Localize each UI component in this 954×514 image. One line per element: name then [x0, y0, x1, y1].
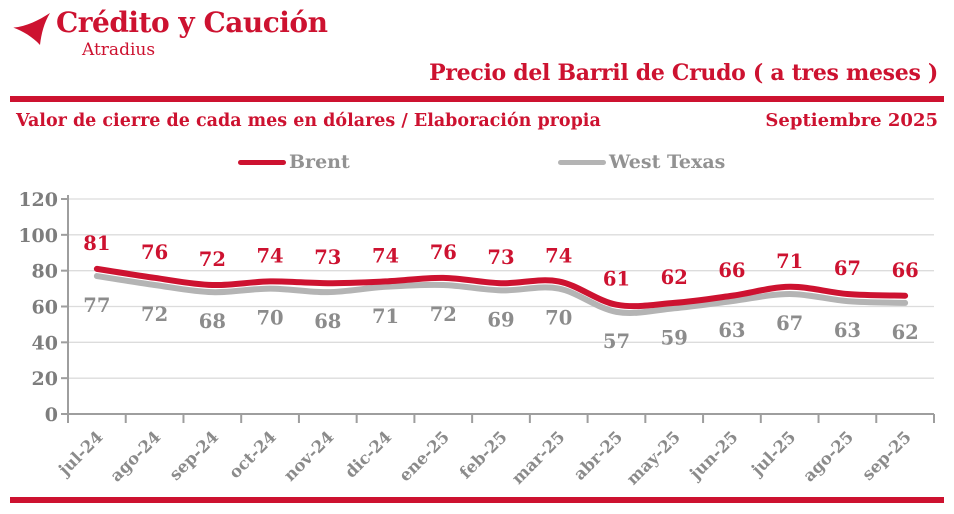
data-label-west-texas: 70: [256, 307, 283, 330]
credito-y-caucion-logo-icon: [13, 13, 51, 45]
data-label-brent: 66: [892, 259, 919, 282]
data-label-west-texas: 63: [718, 319, 745, 342]
data-label-brent: 81: [83, 232, 110, 255]
data-label-brent: 73: [314, 246, 341, 269]
data-label-brent: 62: [661, 266, 688, 289]
report-date: Septiembre 2025: [765, 110, 938, 131]
legend-item-brent: Brent: [238, 151, 350, 173]
west-texas-line-swatch: [558, 159, 606, 165]
data-label-brent: 66: [718, 259, 745, 282]
x-tick-label: abr-25: [570, 427, 626, 483]
data-label-west-texas: 68: [314, 310, 341, 333]
x-tick-label: jul-25: [746, 427, 799, 480]
y-tick-label: 80: [32, 261, 58, 283]
price-chart-svg: 0 20 40 60 80 100 120 jul-24 ago-24 sep-24 oct-24 n…: [18, 189, 935, 489]
data-label-brent: 74: [372, 244, 399, 267]
data-label-west-texas: 68: [199, 310, 226, 333]
logo-text: Crédito y Caución Atradius: [56, 6, 328, 60]
x-tick-label: feb-25: [456, 427, 511, 482]
logo: Crédito y Caución Atradius: [12, 6, 328, 60]
data-label-brent: 72: [199, 248, 226, 271]
data-label-brent: 61: [603, 268, 630, 291]
x-tick-label: dic-24: [341, 427, 395, 481]
data-label-brent: 76: [141, 241, 168, 264]
x-tick-label: sep-25: [858, 427, 915, 484]
data-label-brent: 76: [430, 241, 457, 264]
y-tick-label: 100: [18, 225, 58, 247]
brand-subname: Atradius: [82, 39, 156, 60]
x-tick-label: mar-25: [508, 427, 569, 488]
data-label-west-texas: 70: [545, 307, 572, 330]
y-tick-label: 40: [32, 332, 58, 354]
data-label-brent: 74: [256, 244, 283, 267]
data-label-west-texas: 71: [372, 305, 399, 328]
bottom-divider: [10, 497, 944, 503]
chart-area: 0 20 40 60 80 100 120 jul-24 ago-24 sep-24 oct-24 n…: [0, 183, 954, 493]
y-tick-label: 60: [32, 297, 58, 319]
series-line-brent: [93, 265, 909, 310]
data-label-brent: 67: [834, 257, 861, 280]
subtitle-row: Valor de cierre de cada mes en dólares /…: [16, 110, 938, 131]
data-label-west-texas: 62: [892, 321, 919, 344]
data-label-brent: 73: [487, 246, 514, 269]
legend-label-brent: Brent: [289, 151, 350, 173]
x-tick-label: jun-25: [685, 427, 742, 484]
data-label-west-texas: 72: [141, 303, 168, 326]
x-tick-label: ago-25: [799, 427, 857, 485]
chart-subtitle: Valor de cierre de cada mes en dólares /…: [16, 111, 601, 131]
page-title: Precio del Barril de Crudo ( a tres mese…: [429, 60, 938, 86]
series-line-west-texas: [93, 273, 909, 316]
y-tick-label: 0: [45, 404, 58, 426]
x-tick-label: sep-24: [165, 427, 222, 484]
data-label-west-texas: 59: [661, 326, 688, 349]
data-label-brent: 74: [545, 244, 572, 267]
data-label-west-texas: 67: [776, 312, 803, 335]
data-label-west-texas: 72: [430, 303, 457, 326]
legend-item-west-texas: West Texas: [558, 151, 725, 173]
x-tick-label: oct-24: [225, 427, 280, 482]
x-tick-label: ene-25: [395, 427, 453, 485]
y-tick-label: 120: [18, 189, 58, 211]
chart-legend: Brent West Texas: [0, 151, 954, 175]
brent-line-swatch: [238, 159, 286, 165]
data-label-west-texas: 69: [487, 308, 514, 331]
data-label-west-texas: 63: [834, 319, 861, 342]
data-label-west-texas: 77: [83, 294, 110, 317]
brand-name: Crédito y Caución: [56, 6, 328, 39]
x-tick-label: jul-24: [54, 427, 107, 480]
data-label-west-texas: 57: [603, 330, 630, 353]
legend-label-west-texas: West Texas: [609, 151, 726, 173]
y-tick-label: 20: [32, 368, 58, 390]
x-tick-label: nov-24: [280, 427, 338, 485]
top-divider: [10, 96, 944, 102]
x-tick-label: ago-24: [106, 427, 164, 485]
x-tick-label: may-25: [623, 427, 684, 488]
data-label-brent: 71: [776, 250, 803, 273]
